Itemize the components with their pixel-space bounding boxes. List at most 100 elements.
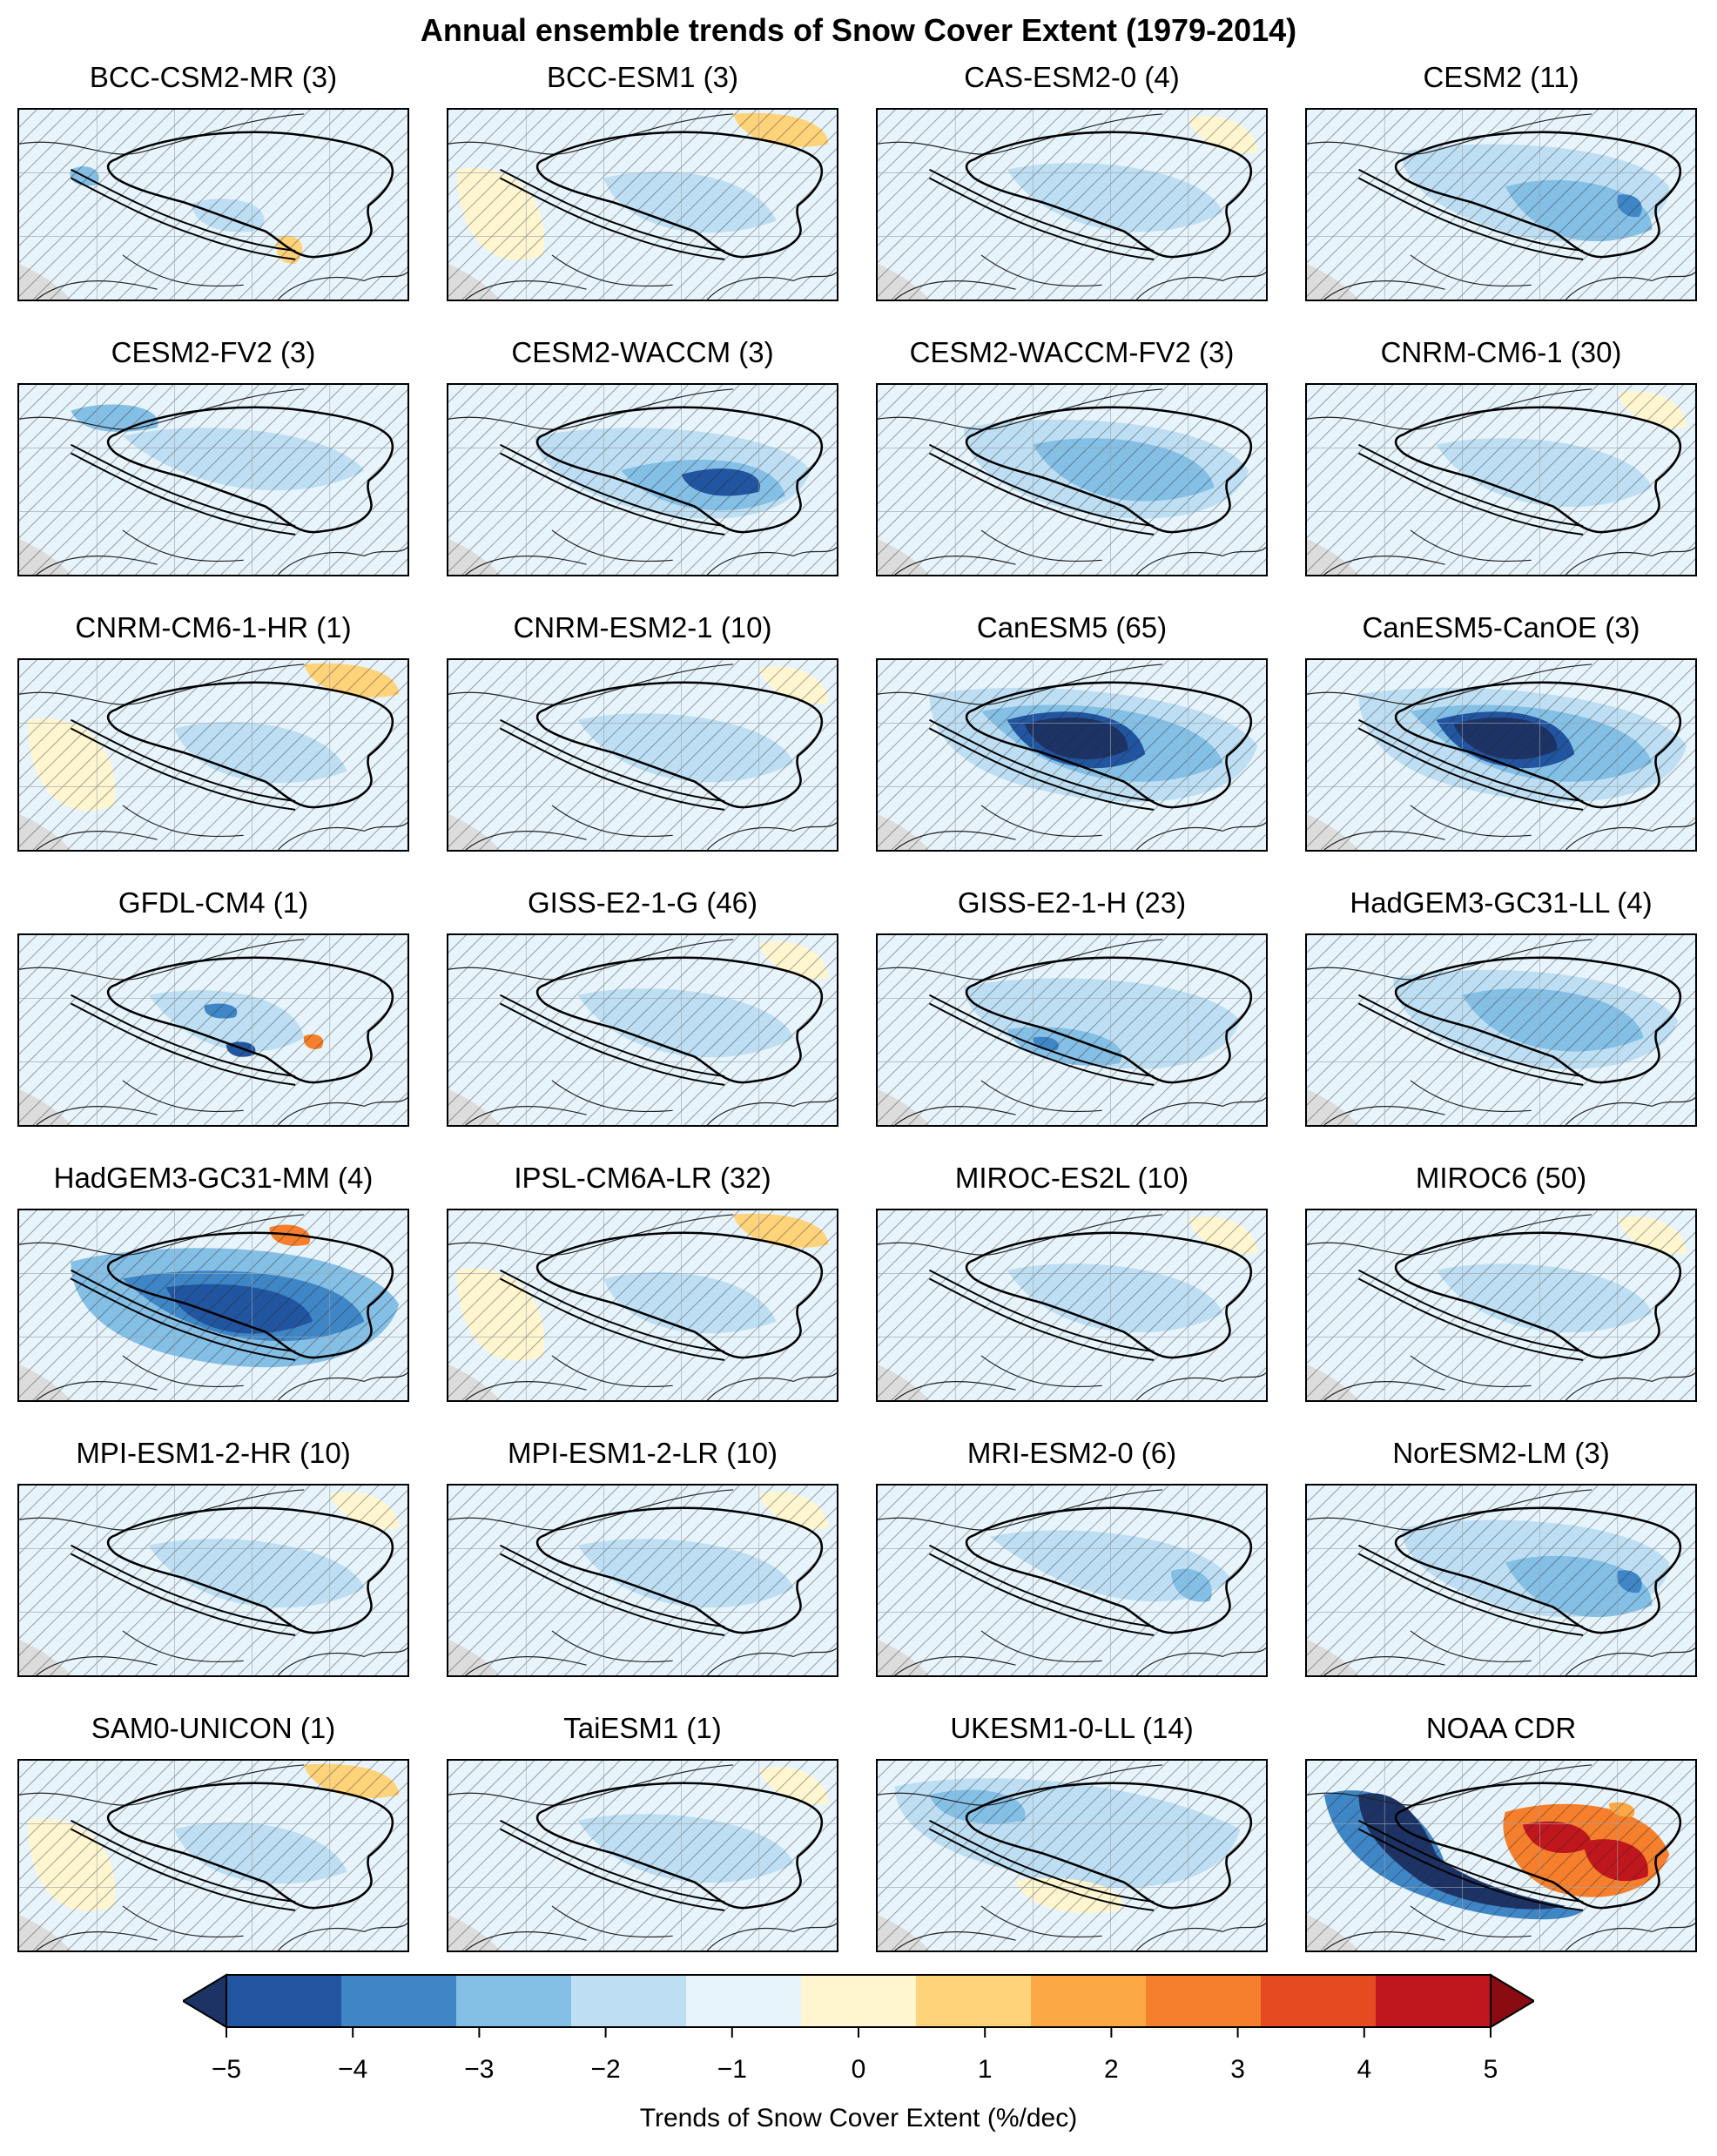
plateau-boundary [965,681,1253,809]
map-svg [448,935,837,1125]
country-borders [19,939,407,1125]
colorbar-bin [341,1975,457,2027]
map-panel [876,108,1268,301]
country-borders [878,1214,1266,1400]
panel-title: BCC-ESM1 (3) [546,61,739,93]
himalaya-boundary [71,1819,296,1911]
map-panel [447,383,838,576]
map-panel [447,933,838,1127]
significance-hatching [19,660,407,850]
map-svg [448,110,837,300]
map-panel [447,108,838,301]
country-borders [19,1764,407,1951]
colorbar-tick-label: 2 [1104,2055,1119,2084]
panel-title: GISS-E2-1-G (46) [527,886,758,919]
significance-hatching [19,1761,407,1951]
panel-title: IPSL-CM6A-LR (32) [514,1162,771,1194]
map-svg [1307,660,1695,850]
map-svg [878,1761,1266,1951]
map-panel [1305,1484,1697,1677]
himalaya-boundary [500,994,725,1086]
panel-title: CESM2 (11) [1423,61,1579,93]
map-svg [19,1210,407,1400]
plateau-boundary [535,1231,824,1359]
country-borders [1307,1489,1695,1675]
country-borders [448,664,837,850]
panel-title: UKESM1-0-LL (14) [950,1712,1194,1744]
panel-title: MRI-ESM2-0 (6) [966,1437,1177,1469]
plateau-boundary [965,1231,1253,1359]
plateau-boundary [535,406,824,534]
panel-title: HadGEM3-GC31-MM (4) [53,1162,374,1194]
significance-hatching [448,1486,837,1675]
plateau-boundary [1394,956,1682,1084]
plateau-boundary [106,1782,394,1910]
plateau-boundary [535,681,824,809]
map-panel [876,1759,1268,1952]
himalaya-boundary [1358,994,1584,1086]
colorbar-extend-high [1490,1973,1534,2029]
plateau-boundary [965,1506,1253,1634]
plateau-boundary [1394,131,1682,259]
map-svg [878,385,1266,575]
significance-hatching [448,1210,837,1400]
panel-title: BCC-CSM2-MR (3) [89,61,338,93]
himalaya-boundary [71,994,296,1086]
panel-title: CESM2-FV2 (3) [111,336,316,368]
significance-hatching [19,935,407,1125]
significance-hatching [878,1486,1266,1675]
country-borders [19,1489,407,1675]
plateau-boundary [106,1231,394,1359]
significance-hatching [878,660,1266,850]
panel-title: NOAA CDR [1425,1712,1577,1744]
himalaya-boundary [500,1544,725,1636]
himalaya-boundary [929,1544,1155,1636]
plateau-boundary [965,406,1253,534]
map-panel [447,1484,838,1677]
country-borders [1307,388,1695,575]
country-borders [448,939,837,1125]
map-panel [876,1484,1268,1677]
map-panel [1305,383,1697,576]
map-svg [878,1486,1266,1675]
himalaya-boundary [1358,1819,1584,1911]
map-svg [448,385,837,575]
plateau-boundary [965,1782,1253,1910]
panel-title: MPI-ESM1-2-HR (10) [76,1437,351,1469]
country-borders [448,1764,837,1951]
map-svg [19,110,407,300]
colorbar-bin [571,1975,687,2027]
map-panel [447,1759,838,1952]
colorbar-tick-label: −2 [590,2055,621,2084]
plateau-boundary [1394,1506,1682,1634]
map-svg [19,660,407,850]
map-panel [1305,108,1697,301]
map-svg [19,1486,407,1675]
himalaya-boundary [500,168,725,260]
significance-hatching [448,935,837,1125]
map-svg [878,660,1266,850]
significance-hatching [448,385,837,575]
plateau-boundary [106,406,394,534]
colorbar-tick-label: 3 [1230,2055,1245,2084]
map-svg [448,1210,837,1400]
panel-title: NorESM2-LM (3) [1392,1437,1610,1469]
significance-hatching [878,1210,1266,1400]
map-panel [876,1209,1268,1402]
panel-title: GISS-E2-1-H (23) [957,886,1187,919]
panel-title: CNRM-CM6-1 (30) [1380,336,1622,368]
map-panel [1305,933,1697,1127]
country-borders [1307,664,1695,850]
panel-title: MIROC6 (50) [1415,1162,1587,1194]
country-borders [878,388,1266,575]
himalaya-boundary [500,1269,725,1361]
country-borders [19,1214,407,1400]
map-svg [19,385,407,575]
significance-hatching [448,660,837,850]
colorbar-tick-label: 0 [851,2055,866,2084]
panel-title: SAM0-UNICON (1) [91,1712,336,1744]
colorbar-tick-label: −1 [717,2055,747,2084]
significance-hatching [448,110,837,300]
himalaya-boundary [1358,718,1584,811]
panel-title: CESM2-WACCM (3) [511,336,774,368]
